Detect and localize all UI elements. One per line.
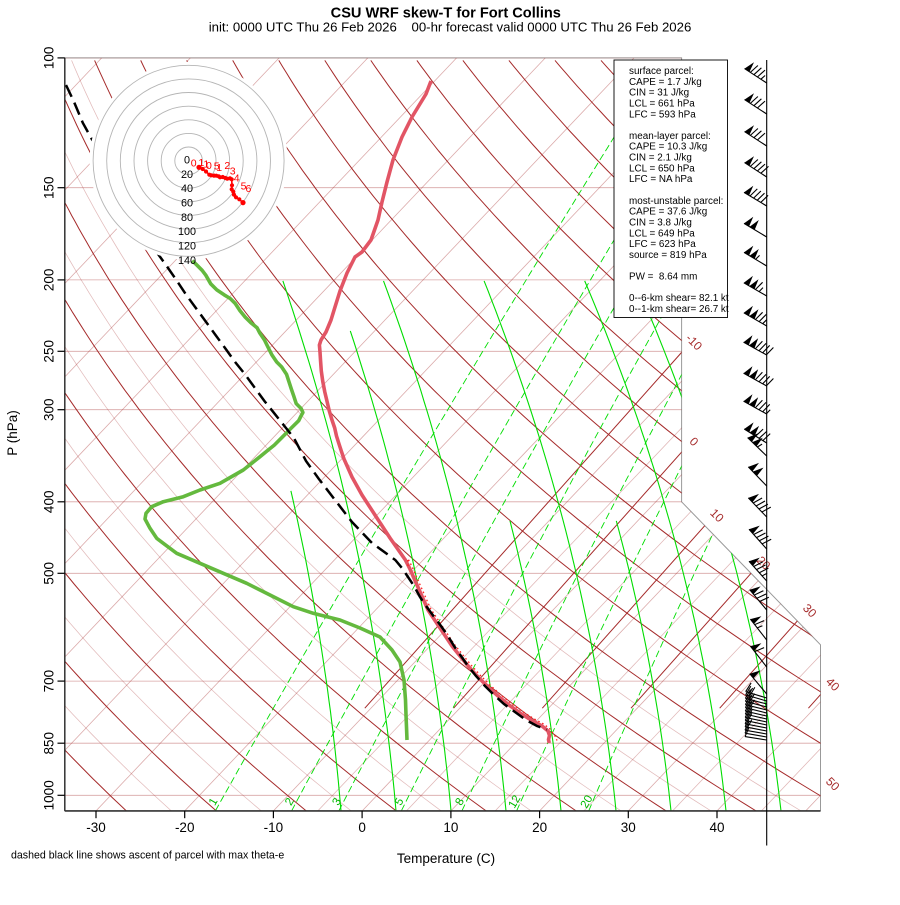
svg-text:CIN = 31 J/kg: CIN = 31 J/kg (629, 88, 689, 99)
svg-text:20: 20 (532, 820, 547, 835)
svg-text:LCL = 649 hPa: LCL = 649 hPa (629, 228, 695, 239)
svg-text:mean-layer parcel:: mean-layer parcel: (629, 131, 711, 142)
svg-text:source = 819 hPa: source = 819 hPa (629, 250, 707, 261)
svg-text:1: 1 (216, 162, 222, 174)
svg-text:1000: 1000 (42, 780, 57, 810)
svg-text:LFC = 623 hPa: LFC = 623 hPa (629, 239, 696, 250)
svg-text:0: 0 (184, 154, 190, 166)
svg-text:20: 20 (181, 169, 193, 181)
svg-text:40: 40 (709, 820, 724, 835)
svg-text:140: 140 (178, 255, 196, 267)
svg-text:10: 10 (443, 820, 458, 835)
svg-text:dashed black line shows ascent: dashed black line shows ascent of parcel… (11, 850, 284, 862)
svg-text:100: 100 (178, 226, 196, 238)
svg-text:CAPE = 10.3 J/kg: CAPE = 10.3 J/kg (629, 142, 707, 153)
svg-text:80: 80 (181, 212, 193, 224)
svg-text:LCL = 650 hPa: LCL = 650 hPa (629, 163, 695, 174)
svg-text:120: 120 (178, 241, 196, 253)
svg-text:CAPE = 1.7 J/kg: CAPE = 1.7 J/kg (629, 77, 702, 88)
svg-text:LFC = 593 hPa: LFC = 593 hPa (629, 109, 696, 120)
svg-text:850: 850 (42, 732, 57, 755)
svg-text:init: 0000 UTC Thu 26 Feb 2026: init: 0000 UTC Thu 26 Feb 2026 00-hr for… (209, 20, 692, 35)
svg-text:CAPE = 37.6 J/kg: CAPE = 37.6 J/kg (629, 207, 707, 218)
svg-text:150: 150 (42, 176, 57, 199)
svg-text:0: 0 (191, 158, 197, 170)
svg-text:0: 0 (206, 160, 212, 172)
svg-text:300: 300 (42, 398, 57, 421)
svg-text:0--6-km shear= 82.1 kt: 0--6-km shear= 82.1 kt (629, 293, 729, 304)
svg-text:30: 30 (621, 820, 636, 835)
svg-text:surface parcel:: surface parcel: (629, 66, 694, 77)
svg-text:P (hPa): P (hPa) (5, 410, 20, 456)
svg-text:200: 200 (42, 269, 57, 292)
svg-text:CIN = 3.8 J/kg: CIN = 3.8 J/kg (629, 218, 692, 229)
svg-text:250: 250 (42, 340, 57, 363)
svg-text:700: 700 (42, 670, 57, 693)
svg-text:PW = 8.64 mm: PW = 8.64 mm (629, 272, 697, 283)
svg-text:Temperature (C): Temperature (C) (397, 851, 495, 866)
svg-text:60: 60 (181, 198, 193, 210)
svg-text:CIN = 2.1 J/kg: CIN = 2.1 J/kg (629, 153, 692, 164)
svg-text:LFC = NA hPa: LFC = NA hPa (629, 174, 693, 185)
svg-text:most-unstable parcel:: most-unstable parcel: (629, 196, 723, 207)
svg-text:40: 40 (181, 183, 193, 195)
svg-text:0: 0 (358, 820, 366, 835)
svg-text:400: 400 (42, 491, 57, 514)
svg-text:-10: -10 (264, 820, 284, 835)
svg-text:-20: -20 (175, 820, 195, 835)
svg-text:LCL = 661 hPa: LCL = 661 hPa (629, 99, 695, 110)
svg-text:500: 500 (42, 562, 57, 585)
svg-text:6: 6 (245, 183, 251, 195)
svg-text:0--1-km shear= 26.7 kt: 0--1-km shear= 26.7 kt (629, 304, 729, 315)
svg-text:4: 4 (234, 172, 240, 184)
svg-text:100: 100 (42, 47, 57, 70)
svg-text:-30: -30 (86, 820, 106, 835)
